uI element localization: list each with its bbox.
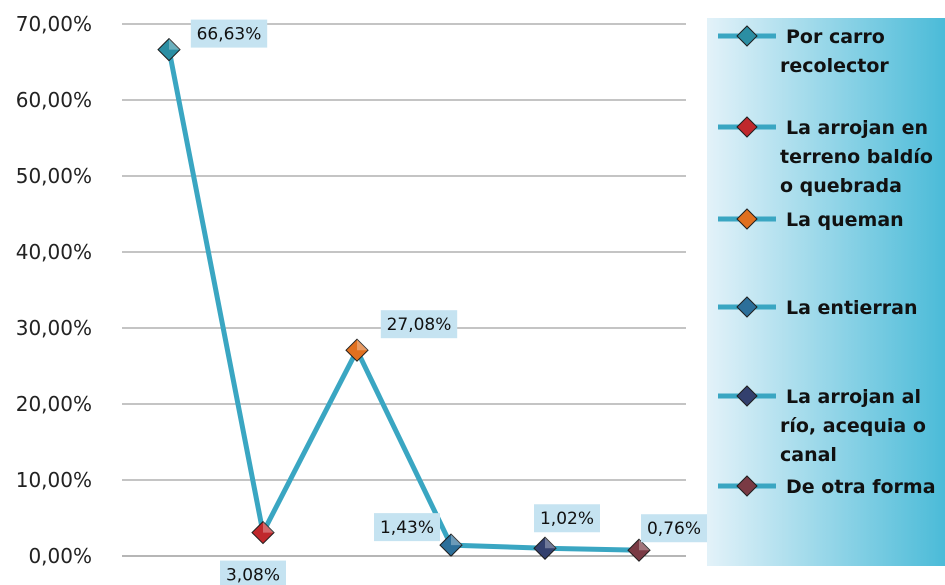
y-tick-label: 40,00% bbox=[16, 240, 92, 264]
data-point-marker bbox=[533, 536, 557, 560]
legend-background bbox=[707, 18, 945, 566]
data-point-marker bbox=[439, 533, 463, 557]
legend-label: o quebrada bbox=[780, 175, 902, 197]
series-line bbox=[166, 49, 640, 553]
y-tick-label: 10,00% bbox=[16, 468, 92, 492]
legend-label: terreno baldío bbox=[780, 146, 933, 168]
legend-label: río, acequia o bbox=[780, 415, 926, 437]
data-point-marker bbox=[251, 520, 275, 545]
data-point-marker bbox=[157, 37, 181, 62]
data-label: 1,02% bbox=[540, 509, 594, 529]
legend-label: Por carro bbox=[786, 26, 885, 48]
data-point-marker-highlight bbox=[169, 38, 180, 50]
legend-label: La arrojan al bbox=[786, 386, 921, 408]
data-label: 27,08% bbox=[387, 315, 452, 335]
legend-marker bbox=[736, 25, 758, 47]
data-point-marker-highlight bbox=[545, 537, 556, 549]
y-tick-label: 20,00% bbox=[16, 392, 92, 416]
data-label-box bbox=[374, 513, 440, 542]
data-label-box bbox=[220, 560, 286, 585]
legend-label: La queman bbox=[786, 209, 904, 231]
data-label: 1,43% bbox=[380, 518, 434, 538]
data-label: 0,76% bbox=[647, 519, 701, 539]
data-point-marker bbox=[627, 538, 651, 562]
legend-marker bbox=[736, 296, 758, 318]
gridlines bbox=[122, 23, 686, 557]
y-tick-label: 30,00% bbox=[16, 316, 92, 340]
legend-label: recolector bbox=[780, 55, 889, 77]
legend-marker bbox=[736, 475, 758, 497]
legend: Por carro recolector La arrojan en terreno … bbox=[718, 25, 936, 498]
data-label-box bbox=[190, 19, 268, 48]
data-label-box bbox=[534, 504, 600, 533]
data-label: 66,63% bbox=[197, 25, 262, 45]
data-point-marker bbox=[345, 338, 369, 362]
legend-label: canal bbox=[780, 444, 837, 466]
legend-marker bbox=[736, 385, 758, 407]
legend-label: La entierran bbox=[786, 297, 918, 319]
y-tick-label: 0,00% bbox=[28, 544, 92, 568]
y-axis: 0,00% 10,00% 20,00% 30,00% 40,00% 50,00% 60,00… bbox=[16, 12, 92, 568]
legend-marker bbox=[736, 116, 758, 138]
legend-marker bbox=[736, 208, 758, 230]
series bbox=[157, 37, 651, 562]
data-point-marker-highlight bbox=[263, 521, 274, 533]
y-tick-label: 50,00% bbox=[16, 164, 92, 188]
y-tick-label: 70,00% bbox=[16, 12, 92, 36]
data-label-box bbox=[641, 514, 707, 543]
data-label-box bbox=[380, 310, 458, 339]
data-label: 3,08% bbox=[226, 566, 280, 585]
legend-label: De otra forma bbox=[786, 476, 936, 498]
data-point-marker-highlight bbox=[451, 534, 462, 546]
data-labels: 66,63% 3,08% 27,08% 1,43% 1,02% 0,76% bbox=[190, 19, 707, 585]
y-tick-label: 60,00% bbox=[16, 88, 92, 112]
legend-label: La arrojan en bbox=[786, 117, 928, 139]
data-point-marker-highlight bbox=[357, 339, 368, 351]
